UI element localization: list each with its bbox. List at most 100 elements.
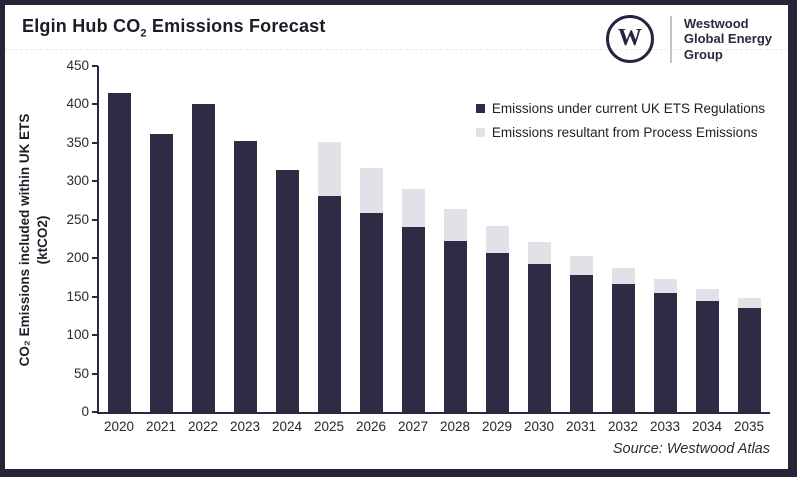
y-tick-label: 400 xyxy=(66,96,89,112)
x-tick-label-2020: 2020 xyxy=(103,419,135,434)
y-axis-title-line2: (ktCO2) xyxy=(35,215,50,265)
bar-slot-2021 xyxy=(140,66,182,412)
y-tick-label: 450 xyxy=(66,58,89,73)
bar-process-2032 xyxy=(611,268,635,285)
bar-ets-2029 xyxy=(485,252,509,412)
legend: Emissions under current UK ETS Regulatio… xyxy=(475,101,765,140)
westwood-logo: W Westwood Global Energy Group xyxy=(605,15,772,63)
bar-slot-2027 xyxy=(392,66,434,412)
page-title-prefix: Elgin Hub CO xyxy=(22,16,141,36)
bar-process-2025 xyxy=(317,142,341,196)
logo-divider xyxy=(669,15,672,63)
bar-slot-2031 xyxy=(560,66,602,412)
y-axis-title-line1: CO₂ Emissions included within UK ETS xyxy=(17,113,32,367)
x-axis-labels: 2020 2021 2022 2023 2024 2025 2026 2027 2028 2029… xyxy=(98,419,770,434)
y-tick-mark xyxy=(92,295,98,298)
y-tick-label: 50 xyxy=(73,365,89,381)
legend-swatch-light xyxy=(475,128,485,137)
x-tick-label-2028: 2028 xyxy=(439,419,471,434)
page-title: Elgin Hub CO2 Emissions Forecast xyxy=(22,16,326,39)
y-tick-mark xyxy=(92,334,98,337)
bar-slot-2030 xyxy=(518,66,560,412)
legend-swatch-dark xyxy=(475,104,485,113)
monogram-letter: W xyxy=(617,25,642,51)
y-tick-mark xyxy=(92,141,98,144)
x-tick-label-2033: 2033 xyxy=(649,419,681,434)
bar-ets-2022 xyxy=(191,104,215,412)
x-tick-label-2025: 2025 xyxy=(313,419,345,434)
x-tick-label-2027: 2027 xyxy=(397,419,429,434)
logo-line-3: Group xyxy=(683,46,723,62)
y-axis-line xyxy=(97,66,99,413)
bar-ets-2020 xyxy=(107,92,131,412)
y-tick-mark xyxy=(92,180,98,183)
page-title-suffix: Emissions Forecast xyxy=(146,16,326,36)
y-tick-mark xyxy=(92,411,98,413)
x-tick-label-2035: 2035 xyxy=(733,419,765,434)
bar-ets-2027 xyxy=(401,226,425,412)
bar-ets-2026 xyxy=(359,212,383,412)
y-tick-label: 250 xyxy=(66,211,89,227)
bar-slot-2032 xyxy=(602,66,644,412)
y-tick-mark xyxy=(92,257,98,260)
bar-process-2033 xyxy=(653,279,677,293)
bar-slot-2026 xyxy=(350,66,392,412)
bar-slot-2033 xyxy=(644,66,686,412)
bar-ets-2021 xyxy=(149,134,173,412)
bar-plot-area xyxy=(98,66,770,412)
x-tick-label-2023: 2023 xyxy=(229,419,261,434)
bar-ets-2035 xyxy=(737,308,761,412)
x-tick-label-2030: 2030 xyxy=(523,419,555,434)
legend-label-ets: Emissions under current UK ETS Regulatio… xyxy=(491,101,765,116)
bar-process-2031 xyxy=(569,255,593,276)
y-tick-mark xyxy=(92,372,98,375)
bar-slot-2020 xyxy=(98,66,140,412)
bar-slot-2024 xyxy=(266,66,308,412)
legend-label-process: Emissions resultant from Process Emissio… xyxy=(491,125,758,140)
y-tick-label: 350 xyxy=(66,134,89,150)
y-axis-title: CO₂ Emissions included within UK ETS (kt… xyxy=(16,58,54,422)
x-axis-line xyxy=(97,412,770,414)
legend-row-process: Emissions resultant from Process Emissio… xyxy=(475,125,758,140)
bar-process-2035 xyxy=(737,298,761,309)
bar-ets-2024 xyxy=(275,169,299,412)
y-tick-label: 300 xyxy=(66,173,89,189)
bar-process-2026 xyxy=(359,168,383,213)
bar-ets-2032 xyxy=(611,284,635,412)
x-tick-label-2026: 2026 xyxy=(355,419,387,434)
logo-line-2: Global Energy xyxy=(683,31,772,47)
bar-slot-2023 xyxy=(224,66,266,412)
header-divider xyxy=(5,49,788,50)
x-tick-label-2031: 2031 xyxy=(565,419,597,434)
bar-process-2034 xyxy=(695,289,719,301)
logo-line-1: Westwood xyxy=(683,15,749,31)
y-tick-label: 0 xyxy=(81,404,89,419)
bar-ets-2031 xyxy=(569,275,593,412)
x-tick-label-2024: 2024 xyxy=(271,419,303,434)
y-tick-label: 150 xyxy=(66,288,89,304)
x-tick-label-2022: 2022 xyxy=(187,419,219,434)
x-tick-label-2034: 2034 xyxy=(691,419,723,434)
bar-ets-2025 xyxy=(317,195,341,412)
bar-slot-2025 xyxy=(308,66,350,412)
bar-process-2030 xyxy=(527,242,551,265)
y-tick-label: 200 xyxy=(66,250,89,266)
bar-process-2029 xyxy=(485,225,509,253)
bar-slot-2029 xyxy=(476,66,518,412)
bar-slot-2028 xyxy=(434,66,476,412)
y-tick-mark xyxy=(92,65,98,67)
bar-process-2027 xyxy=(401,189,425,227)
bar-ets-2028 xyxy=(443,241,467,412)
bar-slot-2034 xyxy=(686,66,728,412)
y-tick-mark xyxy=(92,103,98,106)
bar-ets-2023 xyxy=(233,140,257,412)
bar-ets-2030 xyxy=(527,264,551,412)
x-tick-label-2029: 2029 xyxy=(481,419,513,434)
bar-ets-2033 xyxy=(653,292,677,412)
westwood-monogram-icon: W xyxy=(605,15,654,63)
x-tick-label-2032: 2032 xyxy=(607,419,639,434)
x-tick-label-2021: 2021 xyxy=(145,419,177,434)
logo-wordmark: Westwood Global Energy Group xyxy=(684,16,772,63)
bar-process-2028 xyxy=(443,209,467,242)
